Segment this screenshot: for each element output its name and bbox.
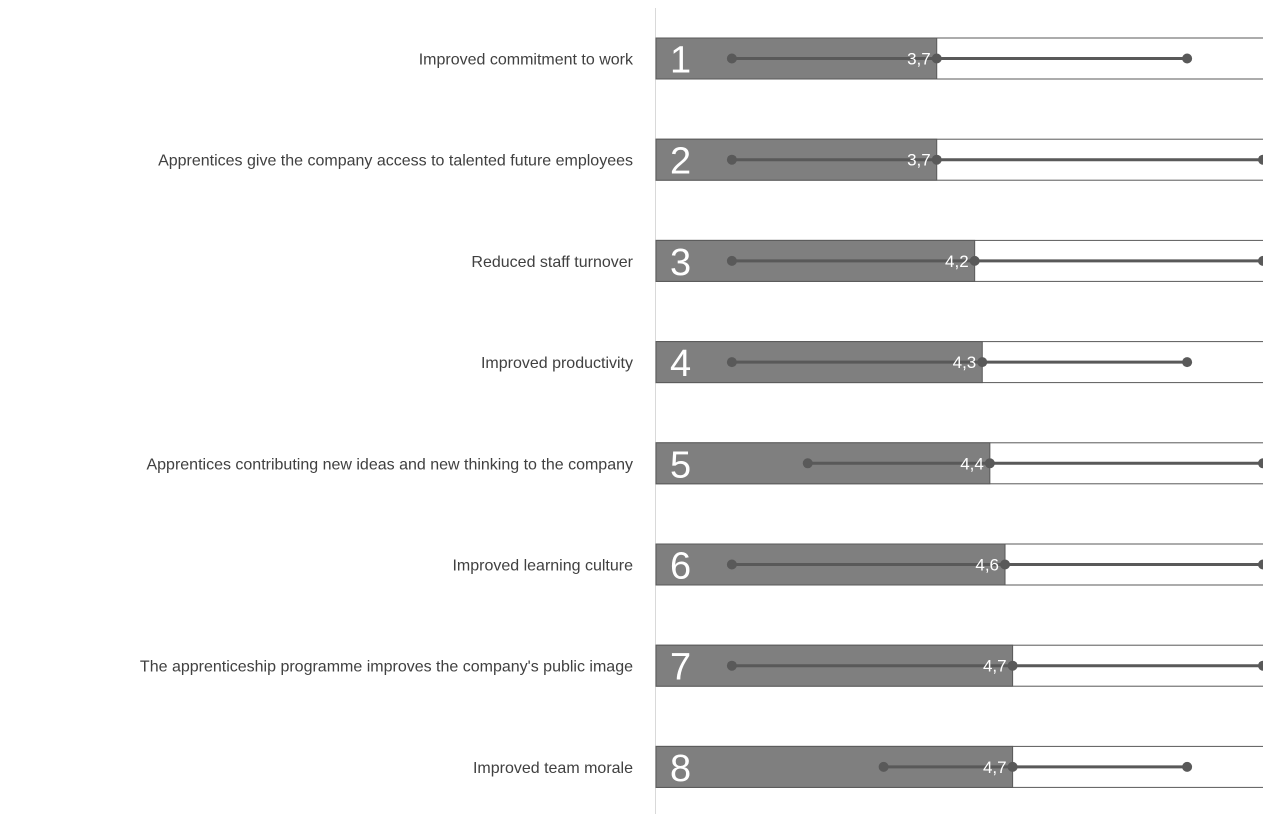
value-label: 3,7 — [907, 50, 931, 69]
range-max-point — [1182, 357, 1193, 368]
rank-label: 7 — [670, 647, 691, 689]
value-label: 4,7 — [983, 758, 1007, 777]
value-label: 4,2 — [945, 252, 969, 271]
range-max-point — [1258, 255, 1263, 266]
range-min-point — [726, 255, 737, 266]
range-min-point — [726, 660, 737, 671]
mean-point — [969, 255, 980, 266]
range-min-point — [726, 357, 737, 368]
range-max-point — [1258, 660, 1263, 671]
rank-label: 5 — [670, 444, 691, 486]
category-label: Apprentices give the company access to t… — [158, 153, 633, 170]
range-min-point — [878, 761, 889, 772]
mean-point — [1000, 559, 1011, 570]
category-label: Apprentices contributing new ideas and n… — [146, 456, 633, 473]
mean-point — [984, 458, 995, 469]
rank-label: 4 — [670, 343, 691, 385]
category-label: Improved commitment to work — [419, 52, 634, 69]
category-label: The apprenticeship programme improves th… — [140, 659, 633, 676]
range-max-point — [1182, 761, 1193, 772]
mean-point — [1007, 761, 1018, 772]
range-min-point — [726, 154, 737, 165]
rank-label: 2 — [670, 141, 691, 183]
range-max-point — [1182, 53, 1193, 64]
value-label: 4,7 — [983, 657, 1007, 676]
category-label: Improved productivity — [481, 355, 633, 372]
mean-point — [931, 53, 942, 64]
mean-point — [1007, 660, 1018, 671]
range-min-point — [726, 53, 737, 64]
rank-label: 1 — [670, 40, 691, 82]
range-min-point — [726, 559, 737, 570]
value-label: 3,7 — [907, 151, 931, 170]
value-label: 4,3 — [953, 353, 977, 372]
category-label: Reduced staff turnover — [471, 254, 633, 271]
value-label: 4,6 — [975, 556, 999, 575]
value-label: 4,4 — [960, 454, 984, 473]
category-label: Improved team morale — [473, 760, 633, 777]
mean-point — [931, 154, 942, 165]
rank-label: 8 — [670, 748, 691, 790]
range-min-point — [802, 458, 813, 469]
range-max-point — [1258, 154, 1263, 165]
mean-point — [977, 357, 988, 368]
chart-rows: 1 3,7 Improved commitment to work 2 3,7 Appre… — [140, 37, 1263, 790]
category-label: Improved learning culture — [452, 558, 633, 575]
rank-label: 3 — [670, 242, 691, 284]
range-max-point — [1258, 559, 1263, 570]
rank-label: 6 — [670, 546, 691, 588]
range-max-point — [1258, 458, 1263, 469]
